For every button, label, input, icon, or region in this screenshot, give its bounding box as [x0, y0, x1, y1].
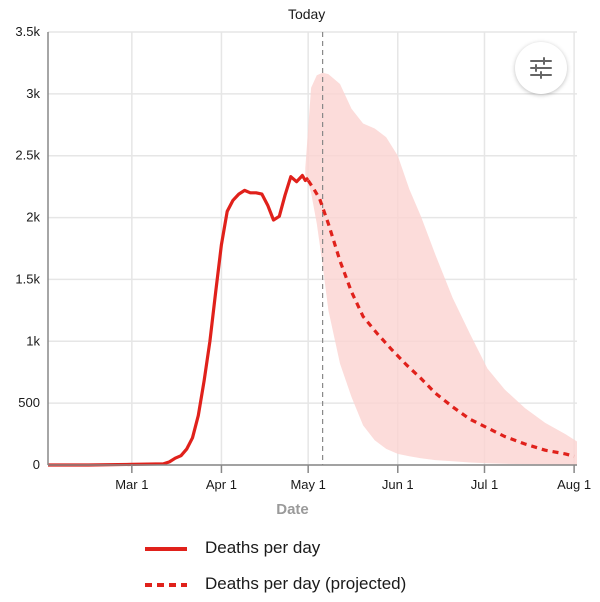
- today-label: Today: [288, 6, 325, 22]
- x-tick-label: Jun 1: [382, 477, 414, 492]
- x-tick-label: Aug 1: [557, 477, 591, 492]
- y-tick-label: 1.5k: [15, 271, 40, 286]
- legend-swatch-dashed: [145, 578, 187, 590]
- legend-item-projected[interactable]: Deaths per day (projected): [145, 566, 406, 602]
- chart-settings-button[interactable]: [515, 42, 567, 94]
- x-axis-label: Date: [276, 501, 309, 518]
- projection-uncertainty-band: [305, 72, 577, 465]
- x-tick-label: May 1: [290, 477, 325, 492]
- y-tick-label: 3.5k: [15, 24, 40, 39]
- y-tick-label: 500: [18, 395, 40, 410]
- x-tick-label: Mar 1: [115, 477, 148, 492]
- x-tick-label: Apr 1: [206, 477, 237, 492]
- legend-item-actual[interactable]: Deaths per day: [145, 530, 406, 566]
- series-line-actual: [48, 173, 310, 467]
- y-tick-label: 0: [33, 457, 40, 472]
- legend: Deaths per day Deaths per day (projected…: [145, 530, 406, 602]
- legend-label-projected: Deaths per day (projected): [205, 574, 407, 593]
- sliders-icon: [530, 57, 552, 79]
- series-line-projected: [306, 179, 575, 458]
- y-tick-label: 1k: [26, 333, 40, 348]
- y-tick-label: 2.5k: [15, 148, 40, 163]
- y-tick-label: 2k: [26, 210, 40, 225]
- y-tick-label: 3k: [26, 86, 40, 101]
- x-tick-label: Jul 1: [471, 477, 498, 492]
- legend-label-actual: Deaths per day: [205, 538, 321, 557]
- legend-swatch-solid: [145, 542, 187, 554]
